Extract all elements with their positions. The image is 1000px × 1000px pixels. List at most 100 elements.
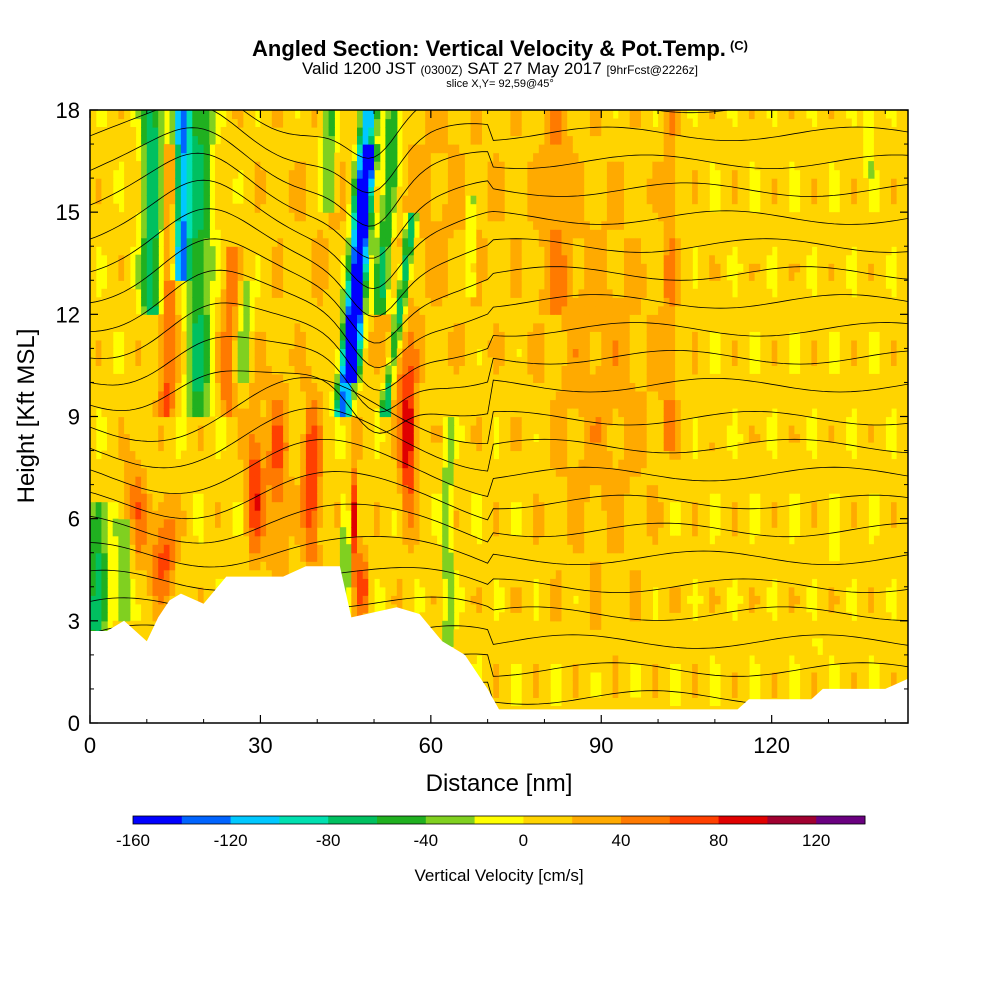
field-cell [311, 510, 318, 520]
field-cell [294, 356, 301, 366]
field-cell [203, 195, 210, 205]
field-cell [351, 118, 358, 128]
field-cell [186, 373, 193, 383]
field-cell [402, 433, 409, 443]
field-cell [175, 459, 182, 469]
field-cell [294, 459, 301, 469]
field-cell [271, 373, 279, 383]
field-cell [493, 229, 500, 239]
field-cell [237, 161, 244, 171]
field-cell [419, 382, 426, 392]
field-cell [379, 493, 386, 503]
field-cell [118, 152, 125, 162]
field-cell [396, 510, 404, 520]
field-cell [459, 544, 466, 554]
field-cell [232, 144, 239, 154]
field-cell [362, 544, 369, 554]
field-cell [493, 348, 500, 358]
field-cell [391, 203, 398, 213]
field-cell [402, 169, 409, 179]
field-cell [430, 254, 438, 264]
field-cell [425, 280, 432, 290]
field-cell [379, 263, 386, 273]
field-cell [237, 552, 244, 562]
field-cell [351, 510, 358, 520]
field-cell [447, 382, 455, 392]
field-cell [493, 144, 500, 154]
field-cell [504, 144, 511, 154]
field-cell [186, 493, 193, 503]
field-cell [277, 212, 284, 222]
field-cell [521, 305, 528, 315]
field-cell [425, 493, 432, 503]
field-cell [226, 433, 233, 443]
field-cell [288, 501, 296, 511]
field-cell [408, 246, 415, 256]
field-cell [95, 152, 102, 162]
field-cell [169, 212, 176, 222]
field-cell [169, 331, 176, 341]
field-cell [283, 544, 290, 554]
field-cell [396, 297, 404, 307]
field-cell [260, 391, 267, 401]
field-cell [124, 169, 131, 179]
field-cell [328, 365, 335, 375]
field-cell [464, 399, 472, 409]
field-cell [220, 484, 227, 494]
field-cell [232, 442, 239, 452]
field-cell [493, 535, 500, 545]
field-cell [510, 459, 517, 469]
field-cell [288, 399, 296, 409]
field-cell [243, 212, 250, 222]
field-cell [163, 373, 171, 383]
field-cell [186, 391, 193, 401]
field-cell [362, 433, 369, 443]
field-cell [487, 373, 494, 383]
field-cell [527, 603, 534, 613]
field-cell [180, 212, 188, 222]
field-cell [396, 399, 404, 409]
field-cell [504, 203, 511, 213]
field-cell [146, 561, 154, 571]
field-cell [203, 135, 210, 145]
field-cell [220, 161, 227, 171]
field-cell [107, 484, 114, 494]
field-cell [436, 356, 443, 366]
field-cell [396, 501, 404, 511]
field-cell [374, 544, 381, 554]
field-cell [499, 110, 506, 120]
field-cell [135, 459, 142, 469]
field-cell [271, 110, 279, 120]
field-cell [294, 161, 301, 171]
field-cell [124, 263, 131, 273]
field-cell [402, 195, 409, 205]
field-cell [408, 348, 415, 358]
field-cell [317, 425, 324, 435]
field-cell [499, 467, 506, 477]
field-cell [226, 399, 233, 409]
field-cell [95, 237, 102, 247]
field-cell [124, 569, 131, 579]
field-cell [385, 195, 392, 205]
field-cell [232, 476, 239, 486]
field-cell [169, 399, 176, 409]
field-cell [277, 305, 284, 315]
field-cell [487, 518, 494, 528]
field-cell [180, 263, 188, 273]
field-cell [379, 459, 386, 469]
field-cell [419, 118, 426, 128]
field-cell [487, 297, 494, 307]
field-cell [322, 212, 330, 222]
field-cell [146, 263, 154, 273]
field-cell [283, 297, 290, 307]
field-cell [249, 212, 256, 222]
field-cell [90, 314, 97, 324]
field-cell [339, 144, 347, 154]
field-cell [277, 484, 284, 494]
field-cell [516, 186, 523, 196]
field-cell [305, 356, 313, 366]
field-cell [345, 373, 352, 383]
field-cell [447, 288, 455, 298]
field-cell [169, 442, 176, 452]
field-cell [266, 348, 273, 358]
